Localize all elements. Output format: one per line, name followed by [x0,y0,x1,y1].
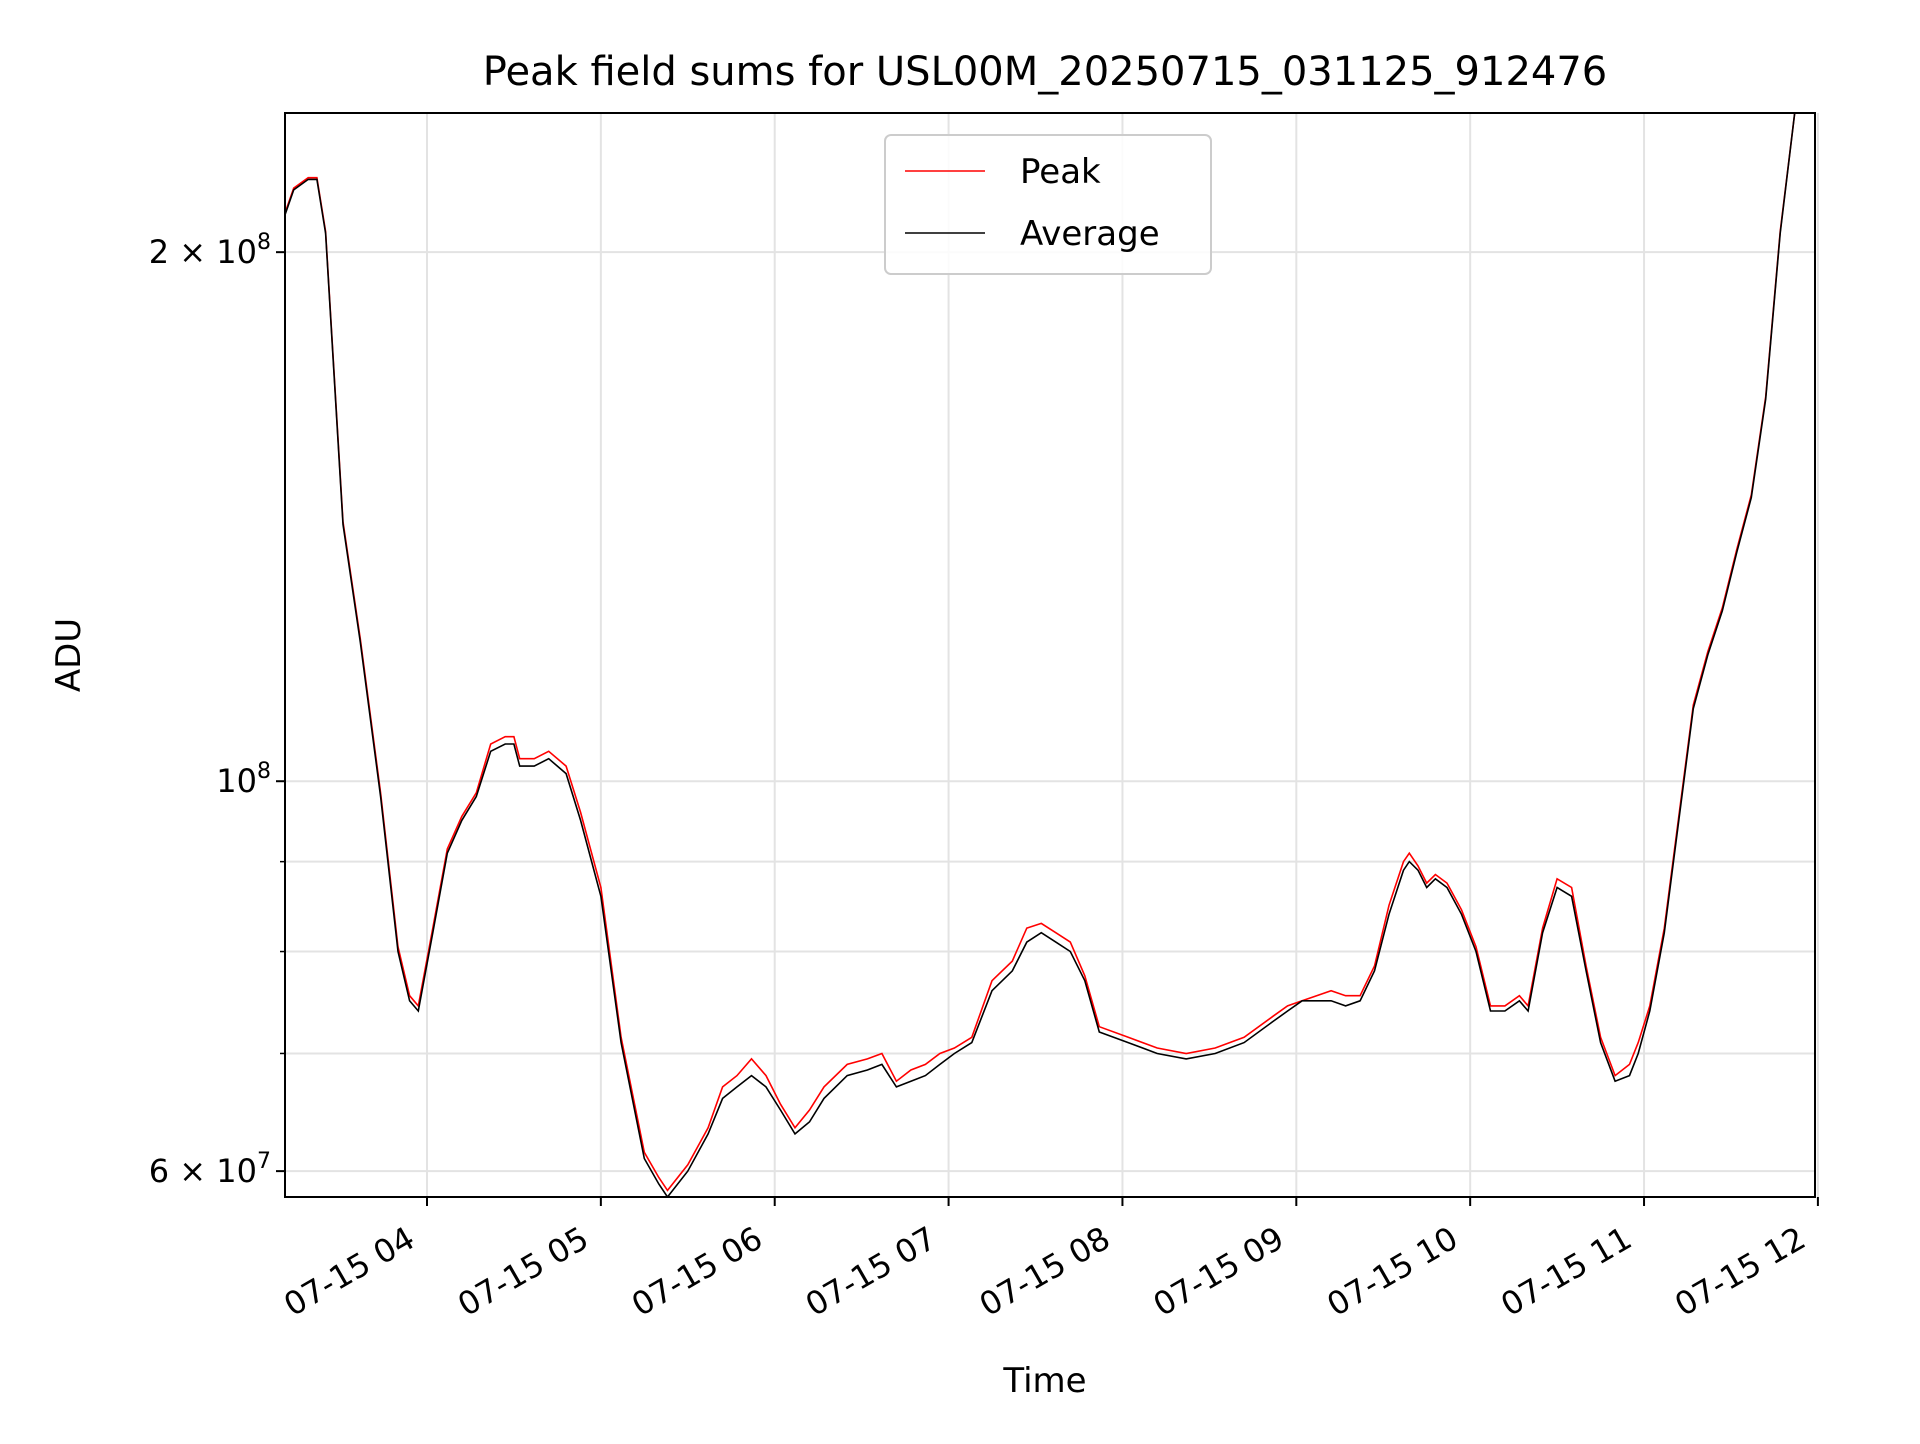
legend-label-average: Average [1020,214,1160,254]
y-tick-label: 108 [216,759,271,800]
series-layer [285,113,1815,1197]
y-axis-label: ADU [49,618,89,692]
legend-label-peak: Peak [1020,152,1101,192]
y-tick-label-base: 6 × 10 [149,1152,257,1190]
chart-title: Peak field sums for USL00M_20250715_0311… [483,49,1608,95]
y-tick-label: 6 × 107 [149,1149,271,1190]
y-tick-label-exponent: 7 [257,1149,271,1174]
plot-frame [284,112,1816,1198]
legend-box [884,134,1212,275]
y-tick-label: 2 × 108 [149,230,271,271]
y-tick-label-base: 2 × 10 [149,233,257,271]
series-line-peak [285,113,1815,1192]
x-axis-label: Time [1002,1361,1086,1401]
y-tick-label-exponent: 8 [257,230,271,255]
series-line-average [285,113,1815,1197]
legend: Peak Average [884,134,1212,275]
y-tick-label-exponent: 8 [257,759,271,784]
y-tick-label-base: 10 [216,762,257,800]
